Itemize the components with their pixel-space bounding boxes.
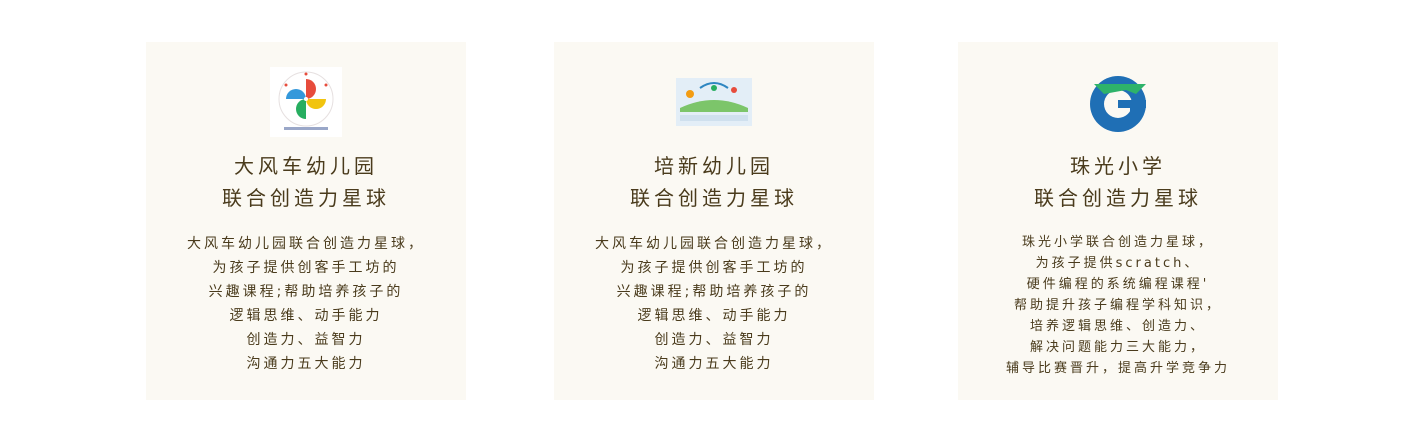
kindergarten-banner-logo-icon xyxy=(676,78,752,126)
school-card-dafengche: 大风车幼儿园 联合创造力星球 大风车幼儿园联合创造力星球， 为孩子提供创客手工坊… xyxy=(146,42,466,400)
card-description: 大风车幼儿园联合创造力星球， 为孩子提供创客手工坊的 兴趣课程;帮助培养孩子的 … xyxy=(146,232,466,376)
desc-line: 硬件编程的系统编程课程' xyxy=(1026,277,1210,292)
title-line: 培新幼儿园 xyxy=(654,154,774,178)
card-title: 培新幼儿园 联合创造力星球 xyxy=(554,150,874,214)
pinwheel-logo-icon xyxy=(270,67,342,137)
card-title: 大风车幼儿园 联合创造力星球 xyxy=(146,150,466,214)
desc-line: 为孩子提供创客手工坊的 xyxy=(212,260,400,276)
title-line: 大风车幼儿园 xyxy=(234,154,378,178)
school-card-peixin: 培新幼儿园 联合创造力星球 大风车幼儿园联合创造力星球， 为孩子提供创客手工坊的… xyxy=(554,42,874,400)
desc-line: 创造力、益智力 xyxy=(246,332,366,348)
desc-line: 为孩子提供创客手工坊的 xyxy=(620,260,808,276)
card-description: 珠光小学联合创造力星球， 为孩子提供scratch、 硬件编程的系统编程课程' … xyxy=(958,232,1278,379)
desc-line: 珠光小学联合创造力星球， xyxy=(1021,235,1214,250)
school-card-zhuguang: 珠光小学 联合创造力星球 珠光小学联合创造力星球， 为孩子提供scratch、 … xyxy=(958,42,1278,400)
title-line: 联合创造力星球 xyxy=(1034,186,1202,210)
desc-line: 为孩子提供scratch、 xyxy=(1035,256,1201,271)
desc-line: 培养逻辑思维、创造力、 xyxy=(1029,319,1206,334)
title-line: 联合创造力星球 xyxy=(630,186,798,210)
logo-container xyxy=(958,66,1278,138)
desc-line: 兴趣课程;帮助培养孩子的 xyxy=(616,284,812,300)
desc-line: 逻辑思维、动手能力 xyxy=(637,308,791,324)
desc-line: 大风车幼儿园联合创造力星球， xyxy=(187,236,425,252)
desc-line: 兴趣课程;帮助培养孩子的 xyxy=(208,284,404,300)
desc-line: 解决问题能力三大能力， xyxy=(1029,340,1206,355)
card-title: 珠光小学 联合创造力星球 xyxy=(958,150,1278,214)
desc-line: 创造力、益智力 xyxy=(654,332,774,348)
desc-line: 辅导比赛晋升，提高升学竞争力 xyxy=(1005,361,1230,376)
school-g-logo-icon xyxy=(1090,76,1146,132)
desc-line: 沟通力五大能力 xyxy=(654,356,774,372)
title-line: 联合创造力星球 xyxy=(222,186,390,210)
logo-container xyxy=(146,66,466,138)
logo-container xyxy=(554,66,874,138)
title-line: 珠光小学 xyxy=(1070,154,1166,178)
desc-line: 大风车幼儿园联合创造力星球， xyxy=(595,236,833,252)
card-description: 大风车幼儿园联合创造力星球， 为孩子提供创客手工坊的 兴趣课程;帮助培养孩子的 … xyxy=(554,232,874,376)
desc-line: 沟通力五大能力 xyxy=(246,356,366,372)
desc-line: 逻辑思维、动手能力 xyxy=(229,308,383,324)
desc-line: 帮助提升孩子编程学科知识， xyxy=(1013,298,1222,313)
